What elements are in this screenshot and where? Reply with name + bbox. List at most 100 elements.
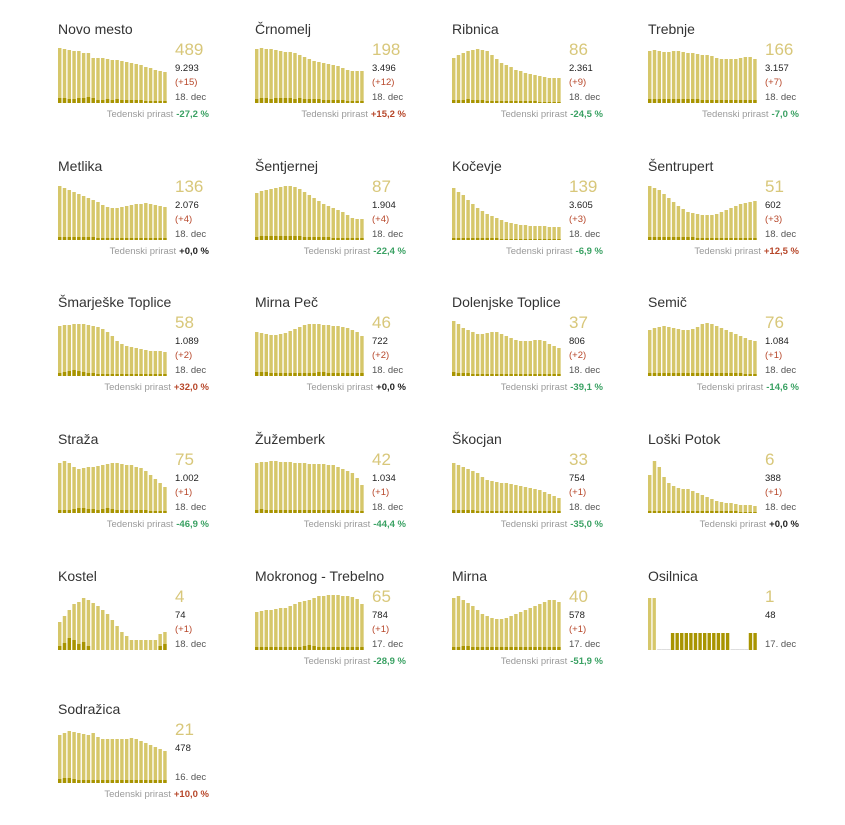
active-cases-bar (129, 738, 134, 783)
new-cases-bar (504, 374, 509, 376)
active-cases-bar (360, 336, 364, 376)
active-cases-bar (67, 50, 72, 103)
active-cases-bar (657, 467, 662, 513)
active-cases-bar (345, 471, 350, 513)
active-cases-bar (129, 640, 134, 650)
new-cases-bar (144, 101, 148, 103)
new-cases-bar (62, 778, 67, 783)
bar-sparkline (452, 321, 561, 376)
active-cases-bar (96, 327, 100, 376)
new-cases-bar (105, 508, 110, 513)
new-cases-bar (676, 511, 681, 513)
active-cases-bar (652, 461, 657, 513)
active-cases-bar (105, 332, 110, 376)
new-cases-bar (456, 373, 461, 376)
active-cases-bar (312, 324, 316, 376)
new-cases-bar (302, 373, 307, 376)
active-cases-bar (115, 341, 119, 376)
active-cases-bar (452, 463, 456, 513)
active-cases-bar (495, 218, 499, 240)
bar-sparkline (648, 323, 757, 376)
new-cases-bar (163, 511, 167, 513)
weekly-growth-label: Tedenski prirast (699, 519, 767, 530)
new-cases-bar (86, 646, 91, 650)
active-cases-bar (671, 202, 676, 240)
new-cases-bar (278, 510, 283, 513)
active-cases-bar (129, 205, 134, 240)
new-cases-bar (753, 238, 757, 240)
new-cases-bar (317, 99, 321, 103)
active-cases-bar (542, 602, 547, 650)
active-cases-bar (77, 602, 81, 650)
active-cases-bar (341, 68, 345, 103)
new-cases-bar (738, 100, 743, 103)
empty-day-marker (661, 649, 667, 650)
active-cases-bar (274, 188, 278, 240)
active-cases-bar (115, 208, 119, 240)
new-cases-bar (452, 510, 456, 513)
active-cases-bar (662, 477, 666, 513)
active-cases-bar (274, 50, 278, 103)
new-cases-bar (738, 238, 743, 240)
new-cases-bar (480, 374, 485, 376)
municipality-card: Straža 75 1.002 (+1) 18. dec Tedenski prirast… (58, 430, 233, 555)
new-cases-bar (153, 238, 158, 240)
new-cases-bar (547, 102, 552, 103)
active-cases-value: 21 (175, 720, 194, 739)
active-cases-bar (518, 612, 523, 650)
new-cases-bar (259, 98, 264, 103)
new-cases-bar (471, 100, 475, 103)
new-cases-bar (714, 511, 719, 513)
active-cases-bar (144, 640, 148, 650)
new-cases-bar (124, 510, 129, 513)
total-cases-value: 578 (569, 610, 585, 621)
new-cases-bar (748, 374, 752, 376)
active-cases-bar (321, 596, 326, 650)
active-cases-bar (331, 465, 335, 513)
weekly-growth-value: -44,4 % (373, 519, 406, 530)
weekly-growth-label: Tedenski prirast (500, 656, 568, 667)
new-cases-bar (695, 373, 700, 376)
active-cases-bar (743, 57, 748, 103)
active-cases-bar (480, 211, 485, 240)
new-cases-bar (326, 237, 331, 240)
active-cases-bar (485, 333, 489, 376)
new-cases-bar (321, 510, 326, 513)
new-cases-bar (652, 511, 657, 513)
date-label: 18. dec (372, 92, 404, 103)
new-cases-bar (528, 101, 532, 103)
active-cases-bar (681, 52, 685, 103)
new-cases-bar (124, 374, 129, 376)
new-cases-bar (475, 511, 480, 513)
active-cases-bar (144, 743, 148, 783)
active-cases-bar (495, 619, 499, 650)
new-cases-bar (475, 374, 480, 376)
new-cases-bar (58, 237, 62, 240)
active-cases-bar (62, 188, 67, 240)
municipality-card: Mokronog - Trebelno 65 784 (+1) 17. dec Teden… (255, 567, 430, 692)
new-cases-bar (514, 101, 518, 103)
new-cases-bar (743, 374, 748, 376)
new-cases-bar (652, 373, 657, 376)
weekly-growth: Tedenski prirast -44,4 % (304, 519, 406, 531)
new-cases-bar (293, 373, 297, 376)
total-cases-value: 754 (569, 473, 585, 484)
new-cases-bar (456, 100, 461, 103)
active-cases-bar (96, 606, 100, 650)
active-cases-value: 76 (765, 313, 784, 332)
active-cases-bar (652, 188, 657, 240)
municipality-card: Dolenjske Toplice 37 806 (+2) 18. dec Tedensk… (452, 293, 627, 418)
active-cases-bar (288, 462, 292, 513)
active-cases-bar (691, 329, 695, 376)
active-cases-bar (336, 326, 340, 376)
bar-sparkline (58, 186, 167, 240)
new-cases-bar (283, 236, 288, 240)
active-cases-bar (528, 488, 532, 513)
active-cases-bar (734, 334, 738, 376)
new-cases-bar (293, 647, 297, 650)
active-cases-bar (278, 462, 283, 513)
active-cases-bar (490, 618, 494, 650)
new-cases-value: (+1) (372, 624, 390, 635)
active-cases-bar (538, 76, 542, 103)
active-cases-bar (475, 334, 480, 376)
